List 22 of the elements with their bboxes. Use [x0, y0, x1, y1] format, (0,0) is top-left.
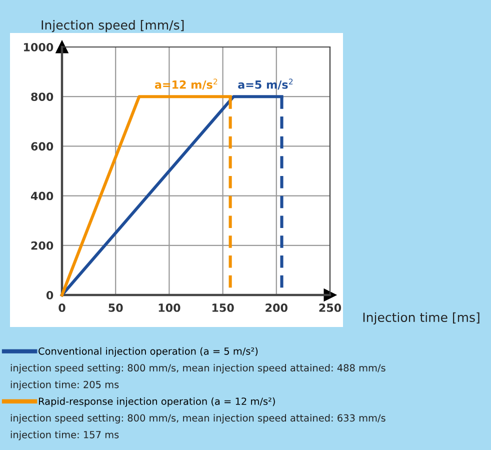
- y-axis-title: Injection speed [mm/s]: [42, 20, 184, 32]
- x-tick-label: 100: [158, 304, 180, 312]
- legend-label: Conventional injection operation (a = 5 m/s²): [38, 347, 258, 357]
- y-tick-label: 0: [46, 290, 54, 300]
- y-tick-label: 1000: [24, 42, 54, 52]
- text: injection time: 157 ms: [10, 430, 119, 440]
- y-tick-label: 600: [31, 142, 54, 151]
- x-axis-title: Injection time [ms]: [363, 312, 480, 324]
- x-tick-label: 200: [266, 304, 288, 312]
- y-tick-label: 200: [31, 241, 54, 250]
- text: injection time: 205 ms: [10, 380, 119, 390]
- text: injection speed setting: 800 mm/s, mean injection speed attained: 633 mm/s: [10, 414, 386, 424]
- annotation: a=12 m/s$^{2}$: [154, 78, 218, 90]
- x-tick-label: 0: [58, 304, 66, 312]
- x-tick-label: 150: [212, 304, 234, 312]
- x-tick-label: 250: [319, 304, 342, 312]
- x-tick-label: 50: [108, 304, 123, 312]
- y-tick-label: 800: [31, 92, 54, 101]
- y-tick-label: 400: [30, 192, 54, 200]
- text: injection speed setting: 800 mm/s, mean injection speed attained: 488 mm/s: [10, 364, 386, 374]
- legend-label: Rapid-response injection operation (a = 12 m/s²): [38, 397, 275, 407]
- annotation: a=5 m/s$^{2}$: [238, 78, 293, 90]
